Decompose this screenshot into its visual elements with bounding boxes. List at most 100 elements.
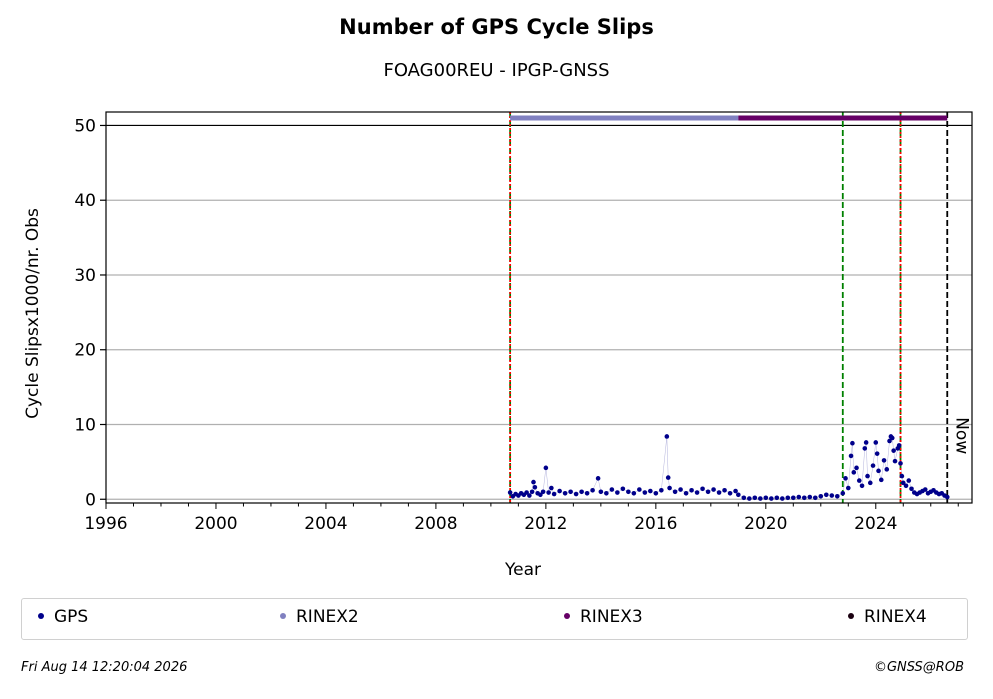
- gps-point-20: [568, 489, 573, 495]
- legend-label-rinex4: RINEX4: [864, 607, 927, 627]
- plot-frame: [105, 111, 973, 504]
- gps-point-31: [626, 489, 631, 495]
- gps-point-13: [540, 489, 546, 495]
- gps-point-95: [891, 448, 896, 453]
- gps-point-77: [851, 470, 857, 475]
- gps-point-16: [549, 485, 554, 491]
- gps-point-51: [727, 490, 733, 496]
- x-tick-label-2020: 2020: [744, 514, 787, 534]
- gps-point-72: [840, 490, 846, 496]
- gps-point-52: [733, 488, 738, 494]
- legend-marker-rinex2: [280, 613, 286, 619]
- gps-point-87: [874, 451, 880, 456]
- gps-point-7: [527, 493, 532, 498]
- gps-point-18: [557, 488, 562, 494]
- gps-point-37: [659, 487, 664, 493]
- footer-timestamp: Fri Aug 14 12:20:04 2026: [21, 660, 188, 675]
- x-tick-label-2000: 2000: [194, 514, 237, 534]
- gps-point-84: [867, 480, 873, 486]
- y-tick-label-50: 50: [74, 116, 96, 136]
- legend-marker-rinex3: [564, 613, 570, 619]
- y-axis-label: Cycle Slipsx1000/nr. Obs: [23, 208, 43, 419]
- gps-point-12: [538, 492, 543, 498]
- gps-point-74: [845, 485, 851, 491]
- legend-marker-rinex4: [848, 613, 854, 619]
- gps-point-70: [829, 493, 835, 498]
- gps-point-68: [818, 493, 824, 499]
- gps-point-42: [678, 487, 683, 492]
- gps-point-64: [796, 494, 802, 500]
- x-tick-label-2008: 2008: [414, 514, 457, 534]
- y-tick-label-20: 20: [74, 341, 96, 361]
- legend-label-rinex2: RINEX2: [296, 607, 359, 627]
- gps-point-85: [870, 463, 876, 468]
- gps-point-35: [648, 488, 653, 494]
- gps-point-96: [892, 458, 898, 464]
- y-tick-label-10: 10: [74, 416, 96, 436]
- gps-point-24: [590, 487, 595, 493]
- chart-title: Number of GPS Cycle Slips: [339, 15, 654, 39]
- gps-point-98: [896, 443, 902, 448]
- gps-point-58: [763, 495, 769, 501]
- chart-plot: 0 10 20 30 40 50 1996 2000 2004 2008 2012 2016 2020 2…: [23, 111, 973, 580]
- gps-point-48: [711, 487, 716, 492]
- y-tick-label-40: 40: [74, 191, 96, 211]
- legend: GPS RINEX2 RINEX3 RINEX4: [21, 598, 968, 640]
- gps-point-56: [752, 495, 758, 501]
- gps-point-92: [887, 438, 892, 444]
- gps-point-59: [769, 496, 774, 501]
- gps-point-10: [532, 485, 538, 490]
- gps-point-39: [665, 475, 671, 480]
- gps-point-69: [823, 492, 829, 498]
- gps-point-79: [856, 478, 862, 483]
- gps-point-23: [584, 490, 590, 496]
- gps-point-21: [573, 491, 579, 497]
- gps-point-55: [747, 496, 752, 501]
- gps-point-89: [878, 477, 884, 483]
- gps-point-73: [843, 476, 848, 481]
- x-axis-label: Year: [504, 560, 541, 580]
- gps-point-19: [562, 490, 568, 496]
- gps-point-82: [863, 440, 869, 445]
- gps-point-36: [653, 490, 659, 496]
- gps-point-60: [774, 495, 780, 501]
- gps-point-117: [944, 494, 950, 500]
- gps-point-90: [881, 458, 887, 463]
- gps-point-99: [898, 461, 903, 466]
- gps-point-41: [672, 489, 678, 495]
- gps-point-32: [631, 490, 637, 496]
- gps-point-62: [785, 495, 791, 501]
- gps-point-76: [850, 440, 855, 446]
- gps-point-15: [546, 490, 551, 495]
- now-label: Now: [951, 417, 971, 454]
- gps-point-57: [758, 496, 763, 501]
- gps-point-43: [683, 490, 689, 496]
- gps-point-100: [899, 473, 905, 479]
- gps-point-103: [906, 478, 912, 483]
- footer-credit: ©GNSS@ROB: [873, 660, 964, 675]
- gps-point-104: [909, 486, 914, 492]
- gps-point-54: [741, 495, 747, 501]
- gps-point-102: [903, 483, 909, 489]
- gps-point-101: [900, 480, 906, 486]
- legend-item-rinex4: RINEX4: [848, 607, 927, 627]
- legend-item-gps: GPS: [38, 607, 88, 627]
- gps-point-9: [531, 479, 536, 485]
- gps-point-29: [615, 490, 620, 495]
- gps-point-46: [700, 486, 705, 492]
- gps-point-50: [722, 487, 727, 493]
- gps-point-94: [889, 435, 895, 441]
- gps-point-14: [543, 465, 549, 471]
- gps-point-27: [604, 490, 609, 496]
- gps-point-45: [694, 490, 700, 495]
- gps-point-71: [834, 493, 840, 499]
- gps-point-91: [884, 467, 890, 472]
- gps-point-33: [637, 487, 642, 492]
- gps-point-30: [620, 486, 626, 492]
- gps-point-67: [812, 495, 818, 501]
- y-tick-label-30: 30: [74, 266, 96, 286]
- y-tick-label-0: 0: [85, 490, 96, 510]
- gps-point-66: [807, 494, 813, 500]
- gps-point-38: [664, 434, 670, 439]
- gps-point-40: [667, 485, 672, 491]
